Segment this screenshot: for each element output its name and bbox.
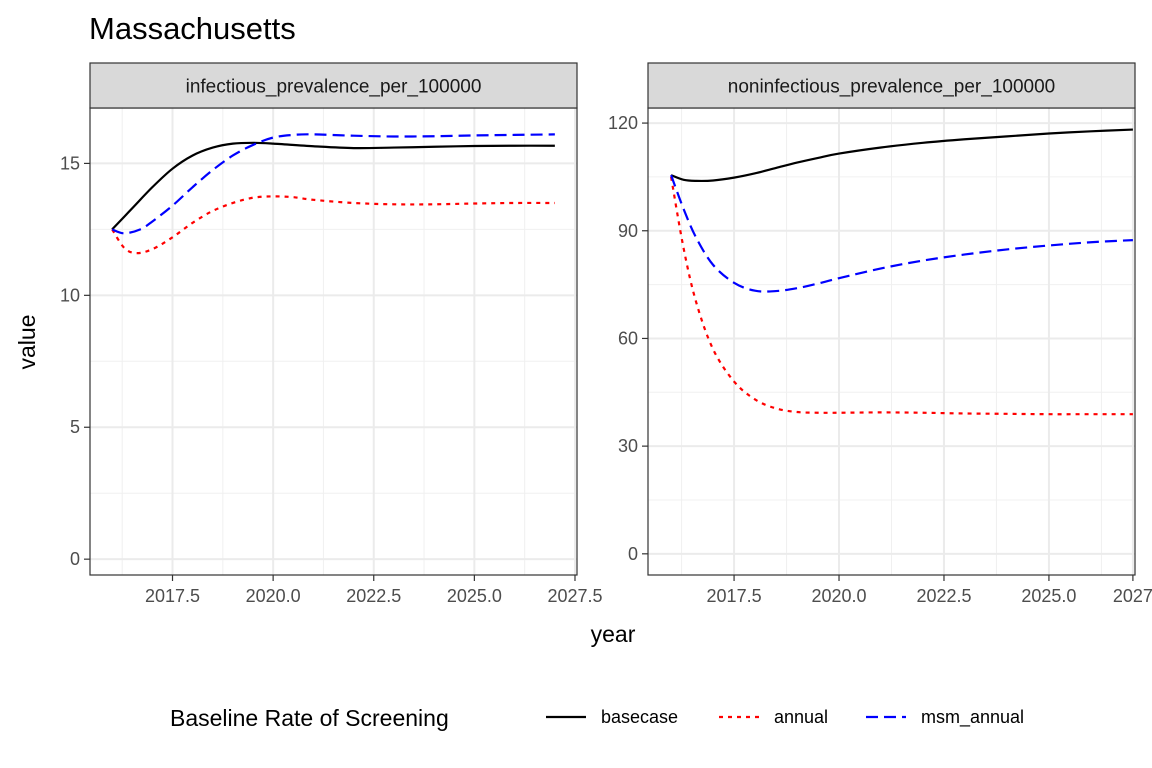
y-tick-label: 0 bbox=[70, 549, 80, 569]
series-line-annual bbox=[670, 176, 1133, 416]
x-tick-label: 2022.5 bbox=[346, 586, 401, 606]
facet-strip bbox=[89, 62, 578, 109]
facet-strip-label: noninfectious_prevalence_per_100000 bbox=[728, 77, 1055, 98]
facet-panel: infectious_prevalence_per_100000 2017.5 20… bbox=[60, 62, 603, 606]
facet-panel: noninfectious_prevalence_per_100000 2017.… bbox=[608, 62, 1152, 606]
x-tick-label: 2025.0 bbox=[1021, 586, 1076, 606]
x-tick-label: 2027 bbox=[1113, 586, 1152, 606]
x-tick-label: 2022.5 bbox=[916, 586, 971, 606]
y-tick-label: 5 bbox=[70, 417, 80, 437]
y-axis-title: value bbox=[14, 315, 40, 370]
series-line-msm_annual bbox=[111, 133, 555, 235]
y-tick-label: 10 bbox=[60, 285, 80, 305]
x-tick-label: 2020.0 bbox=[811, 586, 866, 606]
y-tick-label: 30 bbox=[618, 436, 638, 456]
panel-background bbox=[90, 108, 577, 575]
y-tick-label: 90 bbox=[618, 221, 638, 241]
series-line-basecase bbox=[111, 141, 555, 231]
x-tick-label: 2025.0 bbox=[447, 586, 502, 606]
chart-title: Massachusetts bbox=[89, 11, 296, 46]
x-axis-title: year bbox=[591, 621, 636, 647]
legend-label-annual: annual bbox=[774, 707, 828, 727]
facet-panels: infectious_prevalence_per_100000 2017.5 20… bbox=[60, 62, 1152, 606]
y-tick-label: 0 bbox=[628, 544, 638, 564]
facet-strip-label: infectious_prevalence_per_100000 bbox=[186, 77, 482, 98]
x-tick-label: 2017.5 bbox=[145, 586, 200, 606]
legend: Baseline Rate of Screening basecase annua… bbox=[170, 705, 1024, 731]
y-tick-label: 15 bbox=[60, 153, 80, 173]
legend-title: Baseline Rate of Screening bbox=[170, 705, 449, 731]
x-tick-label: 2020.0 bbox=[246, 586, 301, 606]
legend-label-basecase: basecase bbox=[601, 707, 678, 727]
series-line-basecase bbox=[670, 128, 1133, 183]
y-tick-label: 120 bbox=[608, 113, 638, 133]
x-tick-label: 2027.5 bbox=[547, 586, 602, 606]
series-line-msm_annual bbox=[670, 174, 1133, 293]
facet-strip bbox=[647, 62, 1136, 109]
y-tick-label: 60 bbox=[618, 328, 638, 348]
legend-label-msm_annual: msm_annual bbox=[921, 707, 1024, 728]
series-line-annual bbox=[111, 195, 555, 255]
x-tick-label: 2017.5 bbox=[707, 586, 762, 606]
